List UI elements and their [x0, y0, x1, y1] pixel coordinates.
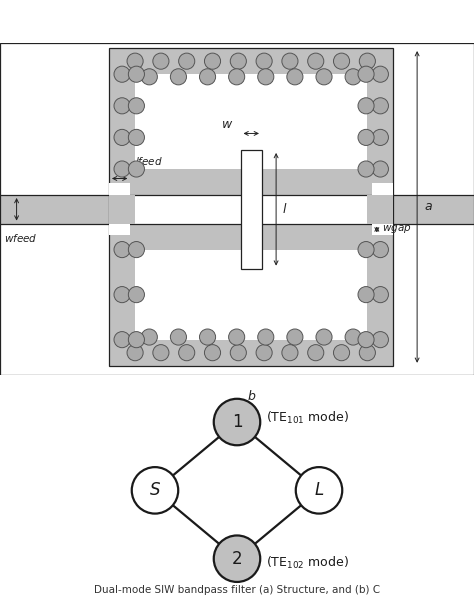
Bar [135, 249, 367, 340]
Circle shape [308, 344, 324, 361]
Bar [372, 224, 393, 236]
Text: $lfeed$: $lfeed$ [135, 155, 163, 167]
Circle shape [127, 53, 143, 69]
Text: $b$: $b$ [246, 389, 256, 404]
Circle shape [128, 129, 145, 145]
Text: (TE$_{102}$ mode): (TE$_{102}$ mode) [266, 555, 348, 571]
Circle shape [373, 97, 389, 114]
Circle shape [114, 286, 130, 303]
Circle shape [358, 129, 374, 145]
Circle shape [373, 129, 389, 145]
Circle shape [230, 344, 246, 361]
Bar [393, 195, 474, 224]
Circle shape [127, 344, 143, 361]
Circle shape [128, 66, 145, 83]
Circle shape [282, 344, 298, 361]
Circle shape [258, 329, 274, 345]
Circle shape [256, 53, 272, 69]
Circle shape [200, 69, 216, 85]
Circle shape [230, 53, 246, 69]
Circle shape [358, 66, 374, 83]
Circle shape [128, 286, 145, 303]
Circle shape [258, 69, 274, 85]
Circle shape [114, 332, 130, 347]
Text: $l$: $l$ [282, 202, 287, 216]
Bar [135, 74, 367, 169]
Circle shape [287, 329, 303, 345]
Bar [372, 183, 393, 195]
Circle shape [141, 69, 157, 85]
Circle shape [358, 161, 374, 177]
Circle shape [228, 329, 245, 345]
Bar [0, 195, 109, 224]
Text: $wgap$: $wgap$ [382, 224, 411, 236]
Circle shape [204, 344, 220, 361]
Circle shape [316, 69, 332, 85]
Circle shape [359, 53, 375, 69]
Circle shape [214, 399, 260, 446]
Circle shape [358, 332, 374, 347]
Circle shape [334, 53, 350, 69]
Circle shape [214, 535, 260, 582]
Text: (TE$_{101}$ mode): (TE$_{101}$ mode) [266, 410, 348, 426]
Circle shape [359, 344, 375, 361]
Circle shape [153, 344, 169, 361]
Bar [367, 195, 393, 224]
Circle shape [179, 53, 195, 69]
Text: $a$: $a$ [424, 200, 433, 213]
Bar [109, 183, 130, 195]
Circle shape [128, 97, 145, 114]
Circle shape [128, 332, 145, 347]
Circle shape [170, 329, 186, 345]
Circle shape [256, 344, 272, 361]
Text: 2: 2 [232, 550, 242, 568]
Text: (a): (a) [227, 399, 247, 413]
Circle shape [296, 467, 342, 514]
Text: $w$: $w$ [221, 118, 233, 131]
Circle shape [179, 344, 195, 361]
Circle shape [114, 242, 130, 258]
Text: L: L [314, 481, 324, 499]
Circle shape [308, 53, 324, 69]
Bar [109, 48, 393, 195]
Circle shape [373, 332, 389, 347]
Circle shape [114, 97, 130, 114]
Text: S: S [150, 481, 160, 499]
Circle shape [114, 66, 130, 83]
Circle shape [287, 69, 303, 85]
Circle shape [334, 344, 350, 361]
Circle shape [358, 97, 374, 114]
Circle shape [358, 286, 374, 303]
Circle shape [204, 53, 220, 69]
Circle shape [373, 161, 389, 177]
Circle shape [228, 69, 245, 85]
Circle shape [373, 286, 389, 303]
Circle shape [128, 242, 145, 258]
Circle shape [345, 329, 361, 345]
Bar [109, 224, 393, 366]
Circle shape [200, 329, 216, 345]
Text: Dual-mode SIW bandpass filter (a) Structure, and (b) C: Dual-mode SIW bandpass filter (a) Struct… [94, 585, 380, 595]
Circle shape [282, 53, 298, 69]
Circle shape [128, 161, 145, 177]
Circle shape [141, 329, 157, 345]
Circle shape [345, 69, 361, 85]
Text: $wfeed$: $wfeed$ [4, 232, 37, 244]
Circle shape [114, 129, 130, 145]
Circle shape [114, 161, 130, 177]
Bar [241, 150, 262, 269]
Bar [109, 195, 135, 224]
Circle shape [153, 53, 169, 69]
Circle shape [373, 66, 389, 83]
Circle shape [358, 242, 374, 258]
Bar [109, 224, 130, 236]
Circle shape [170, 69, 186, 85]
Text: 1: 1 [232, 413, 242, 431]
Circle shape [316, 329, 332, 345]
Circle shape [373, 242, 389, 258]
Circle shape [132, 467, 178, 514]
